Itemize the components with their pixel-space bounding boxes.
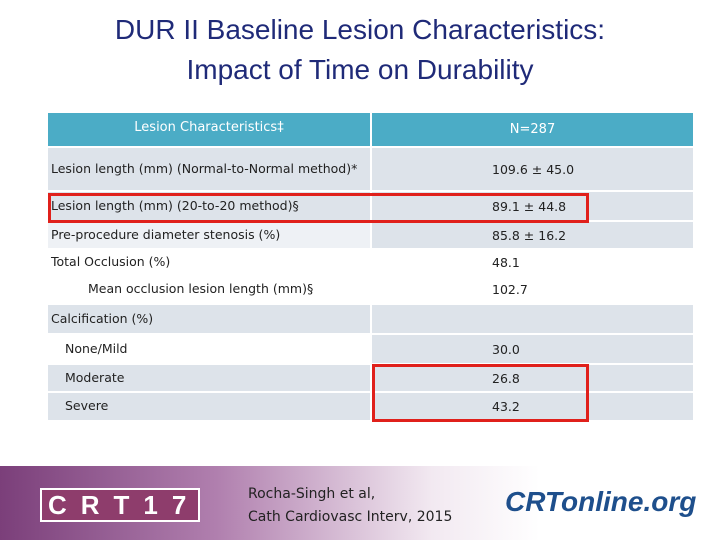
highlight-box <box>48 193 589 223</box>
crt-logo: CRT17 <box>40 488 200 522</box>
row-label: Lesion length (mm) (Normal-to-Normal met… <box>48 148 372 192</box>
row-label: Severe <box>48 393 372 422</box>
header-cell: N=287 <box>372 113 695 148</box>
crtonline-logo: CRTonline.org <box>505 486 697 517</box>
citation: Rocha-Singh et al, <box>248 486 376 502</box>
row-label: Total Occlusion (%) <box>48 250 372 276</box>
row-label: Mean occlusion lesion length (mm)§ <box>48 276 372 305</box>
citation: Cath Cardiovasc Interv, 2015 <box>248 509 453 525</box>
row-value: 85.8 ± 16.2 <box>372 222 695 250</box>
row-value: 26.8 <box>372 365 695 393</box>
header-cell: Lesion Characteristics‡ <box>48 113 372 148</box>
row-label: Pre-procedure diameter stenosis (%) <box>48 222 372 250</box>
row-value: 30.0 <box>372 335 695 365</box>
row-value: 89.1 ± 44.8 <box>372 192 695 222</box>
logo-text: CRT17 <box>40 488 200 522</box>
row-value: 43.2 <box>372 393 695 422</box>
row-value <box>372 305 695 335</box>
row-value: 48.1 <box>372 250 695 276</box>
row-label: Moderate <box>48 365 372 393</box>
highlight-box <box>372 364 589 422</box>
title-line: DUR II Baseline Lesion Characteristics: <box>114 14 606 45</box>
row-label: Calcification (%) <box>48 305 372 335</box>
row-value: 109.6 ± 45.0 <box>372 148 695 192</box>
title-line: Impact of Time on Durability <box>186 54 534 85</box>
row-value: 102.7 <box>372 276 695 305</box>
row-label: None/Mild <box>48 335 372 365</box>
